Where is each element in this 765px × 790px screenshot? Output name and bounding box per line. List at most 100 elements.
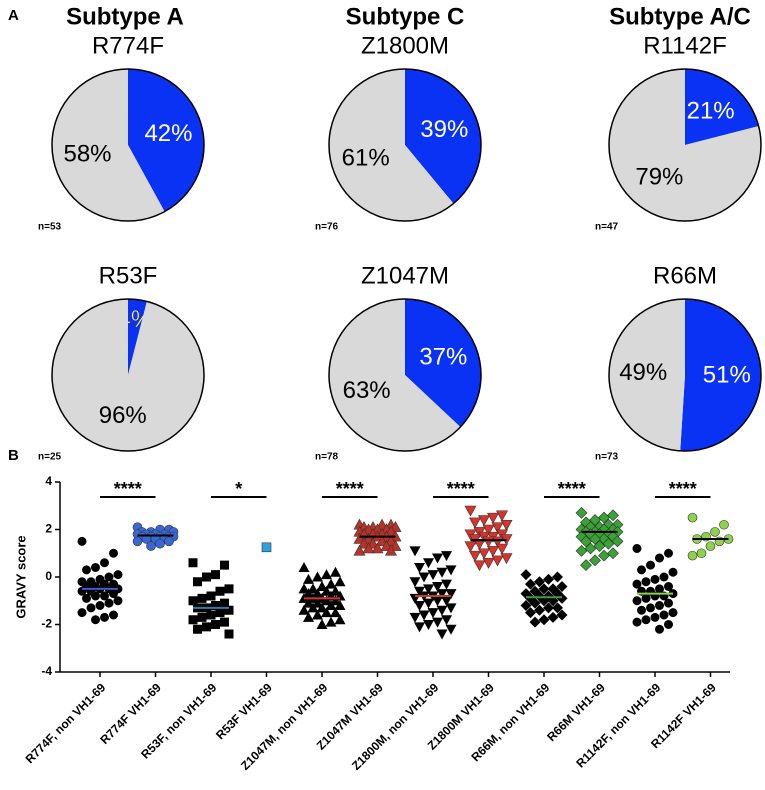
pie-slice	[329, 299, 461, 451]
data-point	[321, 585, 332, 596]
column-header: Subtype A	[66, 3, 184, 30]
data-point	[664, 620, 673, 629]
significance-label: ****	[336, 479, 364, 499]
data-point	[164, 536, 174, 547]
data-point	[432, 553, 443, 564]
data-point	[82, 565, 91, 575]
data-point	[580, 559, 592, 572]
data-point	[491, 555, 504, 567]
column-header: Subtype C	[346, 3, 465, 30]
data-point	[719, 519, 729, 530]
data-point	[710, 527, 720, 537]
data-point	[109, 610, 118, 620]
data-point	[188, 558, 198, 568]
data-point	[409, 577, 421, 588]
data-point	[100, 612, 109, 622]
data-point	[436, 567, 448, 578]
data-point	[414, 622, 425, 633]
y-tick-label: 2	[45, 522, 52, 536]
data-point	[82, 593, 91, 603]
data-point	[100, 558, 109, 568]
data-point	[538, 583, 550, 595]
data-point	[589, 533, 601, 545]
data-point	[436, 605, 448, 616]
data-point	[146, 541, 156, 551]
data-point	[538, 614, 550, 626]
data-point	[409, 612, 421, 623]
data-point	[441, 596, 452, 607]
data-point	[529, 616, 541, 628]
data-point	[575, 506, 588, 519]
data-point	[325, 578, 337, 589]
data-point	[197, 612, 207, 622]
significance-label: *	[235, 479, 242, 499]
data-point	[525, 607, 536, 619]
data-point	[418, 572, 430, 583]
data-point	[589, 514, 601, 526]
significance-label: ****	[558, 479, 586, 499]
data-point	[418, 610, 430, 621]
data-point	[543, 573, 554, 585]
slice-label: 61%	[342, 145, 390, 172]
data-point	[646, 603, 655, 613]
slice-label: 79%	[635, 163, 683, 190]
pie-slice	[609, 299, 685, 451]
x-tick-label: R774F, non VH1-69	[23, 680, 109, 766]
data-point	[602, 537, 615, 550]
data-point	[477, 548, 491, 560]
sample-size: n=73	[595, 452, 619, 463]
data-point	[556, 609, 568, 621]
data-point	[482, 557, 495, 569]
data-point	[77, 536, 87, 546]
data-point	[334, 576, 346, 587]
data-point	[445, 565, 457, 576]
sample-size: n=53	[38, 222, 62, 233]
pie-slice	[405, 69, 481, 204]
sample-size: n=25	[38, 452, 62, 463]
data-point	[220, 598, 229, 608]
data-point	[655, 553, 664, 563]
data-point	[197, 593, 207, 603]
data-point	[307, 602, 319, 613]
data-point	[95, 601, 105, 610]
data-point	[650, 612, 660, 622]
data-point	[202, 622, 211, 632]
panel-label: B	[8, 447, 19, 464]
significance-label: ****	[447, 479, 475, 499]
data-point	[298, 604, 310, 615]
data-point	[436, 629, 448, 640]
data-point	[464, 541, 477, 553]
data-point	[202, 572, 211, 582]
data-point	[132, 536, 143, 547]
data-point	[211, 620, 220, 629]
data-point	[445, 603, 457, 614]
data-point	[427, 570, 439, 581]
y-tick-label: -2	[41, 617, 52, 631]
pie-slice	[405, 299, 481, 428]
data-point	[211, 601, 220, 610]
data-point	[215, 608, 225, 618]
data-point	[659, 610, 669, 620]
data-point	[646, 560, 655, 570]
slice-label: 39%	[420, 116, 468, 143]
data-point	[303, 588, 314, 599]
data-point	[655, 624, 664, 634]
data-point	[104, 572, 114, 582]
pie-title: R774F	[92, 32, 164, 59]
data-point	[491, 522, 504, 534]
data-point	[552, 602, 563, 614]
data-point	[637, 565, 646, 575]
column-header: Subtype A/C	[609, 3, 751, 30]
data-point	[193, 577, 202, 587]
data-point	[307, 583, 319, 594]
data-point	[486, 546, 500, 557]
data-point	[188, 596, 198, 606]
data-point	[641, 615, 651, 625]
data-point	[464, 505, 477, 517]
data-point	[432, 582, 443, 592]
data-point	[193, 624, 202, 634]
data-point	[520, 569, 532, 581]
data-point	[641, 577, 651, 587]
data-point	[632, 596, 642, 606]
